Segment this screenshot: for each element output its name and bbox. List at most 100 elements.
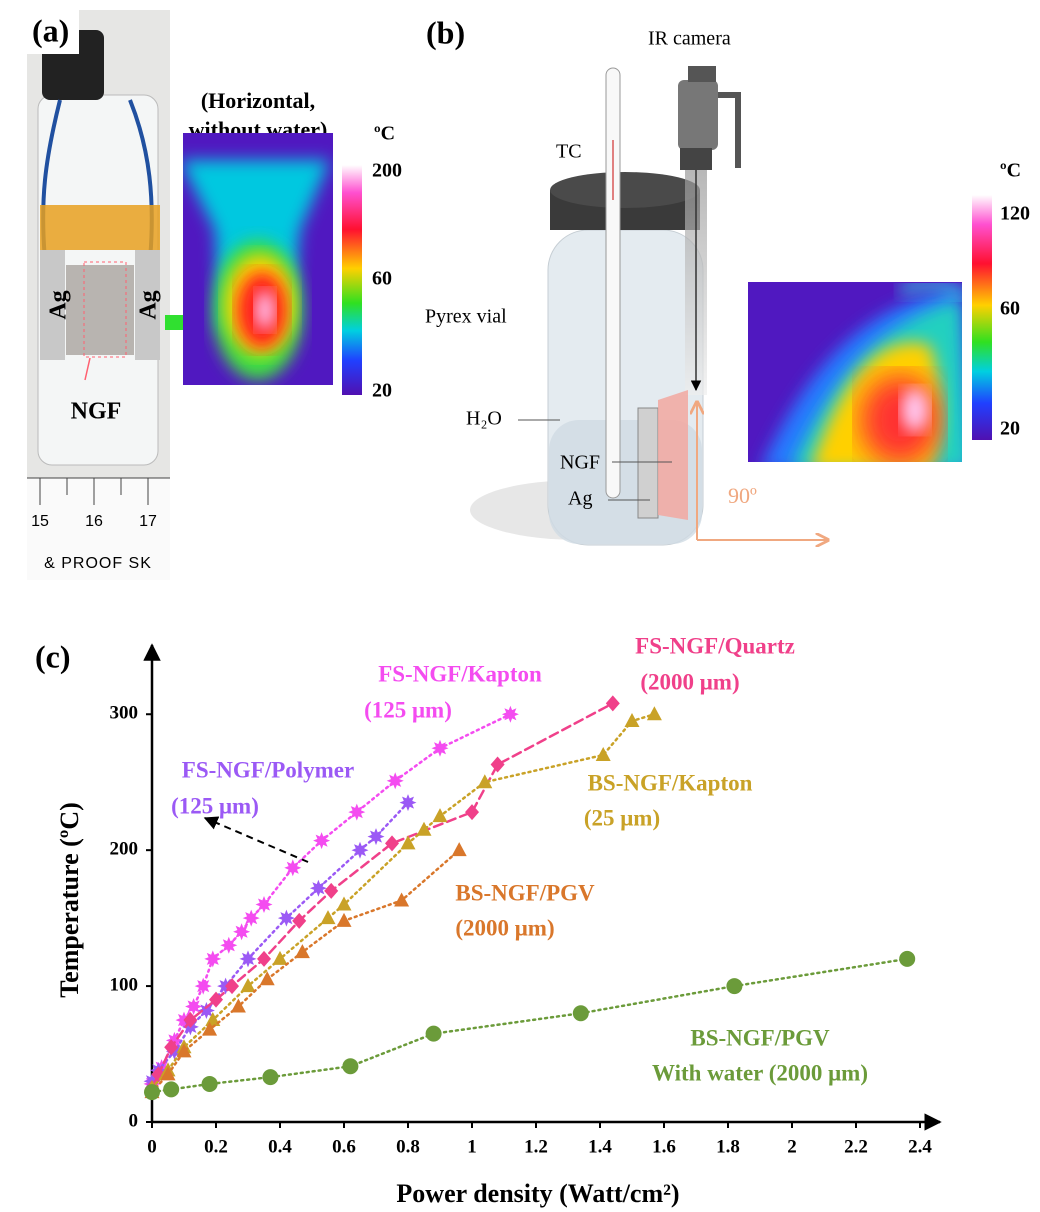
marker: [451, 842, 467, 857]
series-label: BS-NGF/Kapton: [588, 770, 753, 795]
series-line: [150, 801, 410, 1083]
marker: [385, 835, 399, 852]
x-tick-label: 0.4: [268, 1136, 292, 1157]
marker: [320, 910, 336, 925]
marker: [342, 1058, 359, 1075]
ruler-number: 17: [139, 513, 157, 530]
marker: [294, 944, 310, 959]
series-label: FS-NGF/Polymer: [182, 757, 354, 782]
panel-label: (b): [426, 14, 465, 50]
ruler-number: 16: [85, 513, 103, 530]
y-axis-label: Temperature (ºC): [55, 802, 84, 998]
marker: [242, 909, 260, 927]
series-note: (2000 μm): [455, 915, 554, 940]
thermocouple: [605, 67, 621, 499]
y-tick-label: 300: [110, 703, 139, 724]
marker: [432, 808, 448, 823]
marker: [201, 1075, 218, 1092]
colorbar: [972, 195, 992, 440]
series-label: FS-NGF/Quartz: [635, 633, 795, 658]
marker: [351, 841, 369, 859]
film-label: NGF: [560, 452, 600, 474]
marker: [726, 978, 743, 995]
marker: [399, 794, 417, 812]
marker: [163, 1081, 180, 1098]
x-axis-label: Power density (Watt/cm²): [396, 1179, 679, 1208]
marker: [324, 882, 339, 899]
annotation-arrow: [203, 816, 309, 863]
marker: [336, 896, 352, 911]
marker: [205, 1012, 221, 1027]
x-tick-label: 0.2: [204, 1136, 228, 1157]
marker: [394, 892, 410, 907]
marker: [490, 756, 505, 773]
series-note: With water (2000 μm): [652, 1060, 868, 1085]
x-tick-label: 1.6: [652, 1136, 676, 1157]
marker: [595, 747, 611, 762]
colorbar: [342, 165, 362, 395]
marker: [257, 950, 271, 967]
marker: [431, 739, 449, 757]
x-tick-label: 2.4: [908, 1136, 932, 1157]
colorbar-tick-label: 120: [1000, 203, 1030, 225]
electrode-label: Ag: [568, 488, 592, 510]
marker: [624, 713, 640, 728]
marker: [336, 912, 352, 927]
angle-label: 90º: [728, 483, 757, 508]
panel-label: (a): [32, 12, 69, 48]
series-note: (2000 μm): [640, 669, 739, 694]
marker: [425, 1025, 442, 1042]
marker: [160, 1066, 176, 1081]
marker: [230, 998, 246, 1013]
y-tick-label: 100: [110, 974, 139, 995]
camera-label: IR camera: [648, 28, 731, 50]
film-label: NGF: [71, 399, 122, 425]
marker: [202, 1021, 218, 1036]
marker: [194, 977, 212, 995]
marker: [646, 706, 662, 721]
marker: [197, 1002, 215, 1019]
marker: [239, 950, 257, 968]
electrode-label: Ag: [46, 290, 72, 319]
series-note: (125 μm): [171, 793, 259, 818]
marker: [240, 978, 256, 993]
marker: [465, 804, 479, 821]
thermal-image: [183, 133, 333, 385]
ir-camera: [678, 66, 741, 170]
marker: [233, 923, 251, 941]
marker: [416, 821, 432, 836]
thermocouple-label: TC: [556, 141, 582, 163]
marker: [899, 950, 916, 967]
x-tick-label: 0.6: [332, 1136, 356, 1157]
panel-a: (a) Ag Ag NGF 15 16 17 & PROOF SK (Horiz…: [27, 10, 395, 580]
series-label: BS-NGF/PGV: [455, 880, 595, 905]
series-line: [150, 848, 461, 1094]
panel-b: (b) IR camera TC Pyrex vial H₂O NGF Ag 9…: [405, 10, 1021, 545]
x-tick-label: 1.2: [524, 1136, 548, 1157]
x-tick-label: 1: [467, 1136, 477, 1157]
colorbar-tick-label: 20: [1000, 418, 1020, 440]
series-label: BS-NGF/PGV: [690, 1025, 830, 1050]
chart: (c) Power density (Watt/cm²) Temperature…: [35, 633, 942, 1208]
marker: [144, 1084, 160, 1101]
marker: [605, 695, 620, 712]
marker: [225, 978, 239, 995]
marker: [259, 971, 275, 986]
marker: [220, 936, 238, 954]
ruler-print: & PROOF SK: [44, 555, 152, 572]
series-note: (25 μm): [584, 805, 660, 830]
vial-label: Pyrex vial: [425, 306, 507, 328]
marker: [477, 774, 493, 789]
x-tick-label: 2.2: [844, 1136, 868, 1157]
marker: [313, 832, 331, 850]
x-tick-label: 0.8: [396, 1136, 420, 1157]
y-tick-label: 0: [129, 1110, 139, 1131]
marker: [572, 1005, 589, 1022]
marker: [348, 803, 366, 821]
marker: [185, 998, 203, 1015]
marker: [255, 896, 273, 913]
ruler: [27, 478, 170, 580]
x-tick-label: 1.8: [716, 1136, 740, 1157]
colorbar-tick-label: 60: [372, 268, 392, 290]
ruler-number: 15: [31, 513, 49, 530]
